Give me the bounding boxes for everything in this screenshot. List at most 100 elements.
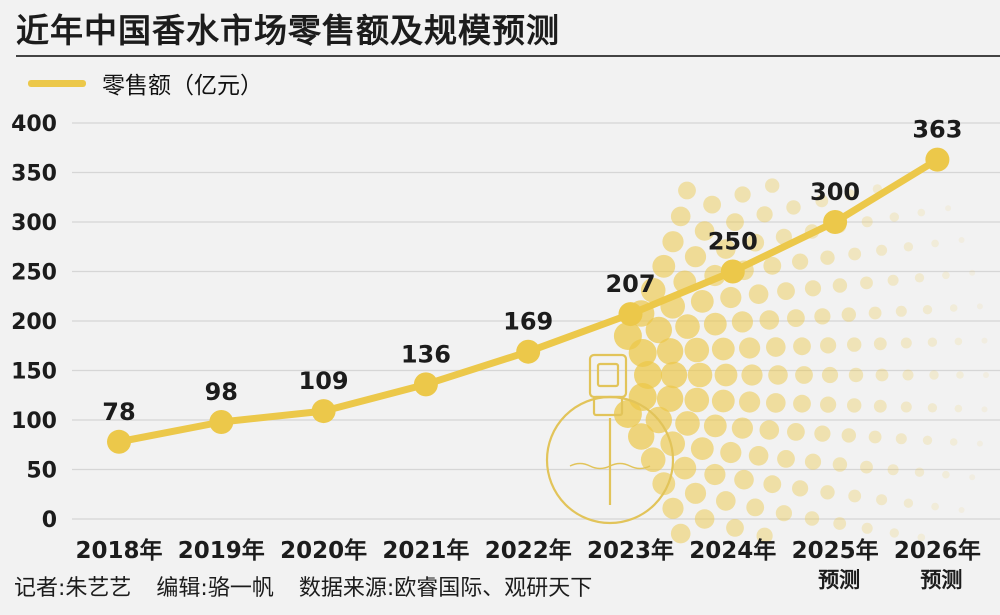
spray-dot <box>902 369 914 381</box>
spray-dot <box>847 398 862 413</box>
spray-dot <box>814 425 831 442</box>
data-point-7 <box>823 210 848 234</box>
spray-dot <box>900 337 912 349</box>
spray-dot <box>731 417 754 439</box>
spray-dot <box>931 502 939 511</box>
spray-dot <box>656 338 684 365</box>
legend: 零售额（亿元） <box>28 66 263 100</box>
spray-dot <box>969 474 976 481</box>
spray-dot <box>746 498 765 517</box>
data-label-1: 98 <box>205 378 238 406</box>
spray-dot <box>793 394 811 413</box>
y-axis-ticks: 0 50 100 150 200 250 300 350 400 <box>11 112 57 533</box>
spray-dot <box>675 411 700 436</box>
spray-dot <box>868 306 882 320</box>
spray-dot <box>673 456 697 480</box>
spray-dot <box>741 364 763 386</box>
spray-dot <box>820 485 835 500</box>
spray-dot <box>726 213 744 232</box>
spray-dot <box>954 337 963 346</box>
data-label-6: 250 <box>708 228 758 256</box>
spray-dot <box>981 337 988 344</box>
spray-dot <box>814 308 831 325</box>
legend-swatch <box>28 79 86 87</box>
data-point-4 <box>516 339 541 364</box>
spray-dot <box>775 228 793 245</box>
spray-dot <box>786 200 801 215</box>
spray-dot <box>841 307 856 322</box>
spray-dot <box>660 431 685 457</box>
spray-dot <box>832 457 848 472</box>
spray-dot <box>848 489 862 503</box>
spray-dot <box>645 316 672 344</box>
spray-dot <box>903 498 914 508</box>
spray-dot <box>815 194 829 208</box>
spray-dot <box>628 423 655 450</box>
spray-dot <box>678 181 696 200</box>
spray-dot <box>895 305 907 317</box>
data-point-6 <box>720 259 745 284</box>
data-point-3 <box>413 372 438 397</box>
spray-dot <box>847 337 862 352</box>
spray-dot <box>792 253 809 270</box>
spray-dot <box>981 406 988 413</box>
spray-dot <box>704 463 726 486</box>
chart-title: 近年中国香水市场零售额及规模预测 <box>16 11 560 50</box>
spray-dot <box>660 361 688 389</box>
spray-dot <box>777 450 795 468</box>
reporter-credit: 记者:朱艺艺 <box>14 576 132 601</box>
spray-dot <box>652 254 676 278</box>
spray-dot <box>792 480 809 497</box>
data-label-0: 78 <box>102 398 135 426</box>
spray-dot <box>860 276 873 290</box>
spray-dot <box>687 362 713 388</box>
x-tick-note: 预测 <box>920 568 962 592</box>
spray-dot <box>748 446 769 466</box>
spray-dot <box>976 440 983 447</box>
spray-dot <box>833 517 847 530</box>
data-label-7: 300 <box>810 178 860 206</box>
spray-dot <box>746 233 765 252</box>
data-points <box>107 147 950 454</box>
spray-dot <box>820 337 837 354</box>
spray-dot <box>675 314 700 339</box>
data-point-0 <box>107 429 131 454</box>
spray-dot <box>889 212 899 222</box>
spray-dot <box>720 286 742 309</box>
y-tick-label: 150 <box>11 360 57 385</box>
data-labels: 78 98 109 136 169 207 250 300 363 <box>102 116 962 426</box>
spray-dot <box>670 523 691 544</box>
bottle-liquid-line <box>569 462 651 470</box>
editor-credit: 编辑:骆一帆 <box>156 576 274 601</box>
spray-dot <box>922 435 933 445</box>
spray-dot <box>793 337 811 356</box>
x-tick-label: 2023年 <box>587 537 674 564</box>
spray-dot <box>949 438 958 446</box>
spray-dot <box>861 216 873 228</box>
spray-dot <box>917 533 926 542</box>
spray-dot <box>716 491 736 511</box>
x-tick-label: 2024年 <box>689 537 776 564</box>
spray-dot <box>684 246 707 268</box>
spray-dot <box>656 385 684 412</box>
spray-dot <box>931 239 939 248</box>
spray-dot <box>694 221 715 241</box>
spray-dot <box>820 250 835 265</box>
spray-dot <box>731 311 754 333</box>
y-tick-label: 100 <box>11 409 57 434</box>
spray-dot <box>876 494 888 506</box>
spray-dot <box>914 273 925 283</box>
bottle-body <box>545 395 675 525</box>
y-tick-label: 200 <box>11 310 57 335</box>
spray-dot <box>765 178 780 193</box>
spray-dot <box>949 304 958 312</box>
spray-dot <box>804 280 822 297</box>
spray-dot <box>640 447 666 473</box>
spray-dot <box>889 528 899 538</box>
spray-dot <box>958 507 965 513</box>
data-point-8 <box>925 147 950 172</box>
spray-dot <box>759 310 780 330</box>
spray-dot <box>716 239 736 259</box>
